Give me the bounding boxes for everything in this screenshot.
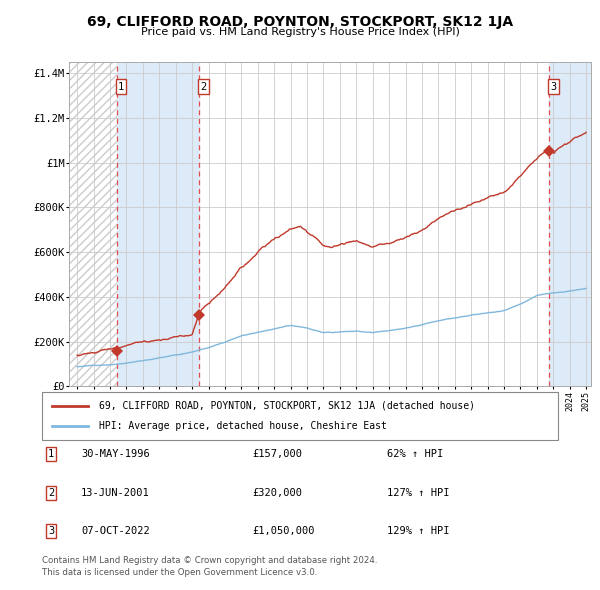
Text: 3: 3 (48, 526, 54, 536)
Text: 69, CLIFFORD ROAD, POYNTON, STOCKPORT, SK12 1JA: 69, CLIFFORD ROAD, POYNTON, STOCKPORT, S… (87, 15, 513, 29)
Text: This data is licensed under the Open Government Licence v3.0.: This data is licensed under the Open Gov… (42, 568, 317, 577)
Text: £1,050,000: £1,050,000 (252, 526, 314, 536)
Text: 129% ↑ HPI: 129% ↑ HPI (387, 526, 449, 536)
Text: 1: 1 (48, 450, 54, 459)
Text: Contains HM Land Registry data © Crown copyright and database right 2024.: Contains HM Land Registry data © Crown c… (42, 556, 377, 565)
Text: 07-OCT-2022: 07-OCT-2022 (81, 526, 150, 536)
Text: Price paid vs. HM Land Registry's House Price Index (HPI): Price paid vs. HM Land Registry's House … (140, 27, 460, 37)
Text: 1: 1 (118, 81, 124, 91)
Text: 13-JUN-2001: 13-JUN-2001 (81, 488, 150, 497)
Text: 2: 2 (48, 488, 54, 497)
Bar (117, 62, 199, 386)
Text: £157,000: £157,000 (252, 450, 302, 459)
Text: 3: 3 (550, 81, 557, 91)
Bar (550, 62, 591, 386)
Text: 2: 2 (200, 81, 206, 91)
Text: 127% ↑ HPI: 127% ↑ HPI (387, 488, 449, 497)
FancyBboxPatch shape (42, 392, 558, 440)
Text: 69, CLIFFORD ROAD, POYNTON, STOCKPORT, SK12 1JA (detached house): 69, CLIFFORD ROAD, POYNTON, STOCKPORT, S… (99, 401, 475, 411)
Text: 62% ↑ HPI: 62% ↑ HPI (387, 450, 443, 459)
Text: 30-MAY-1996: 30-MAY-1996 (81, 450, 150, 459)
Text: £320,000: £320,000 (252, 488, 302, 497)
Text: HPI: Average price, detached house, Cheshire East: HPI: Average price, detached house, Ches… (99, 421, 386, 431)
